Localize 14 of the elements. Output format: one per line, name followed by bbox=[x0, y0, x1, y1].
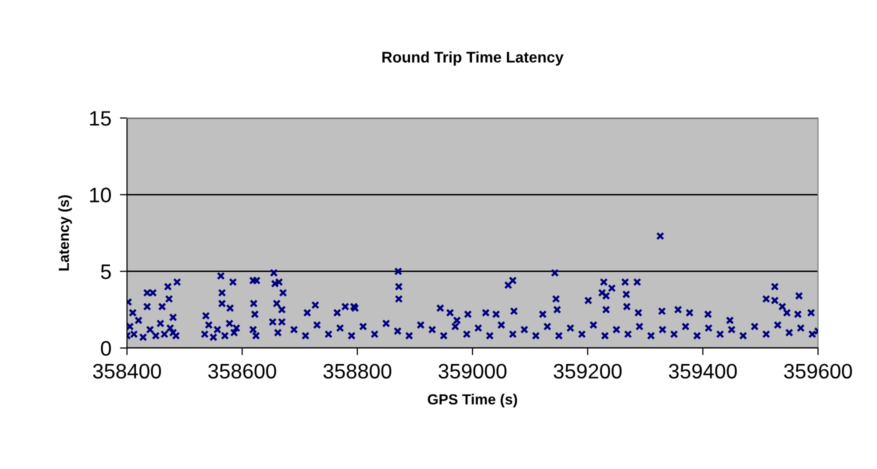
x-tick-label: 358800 bbox=[323, 364, 392, 379]
x-tick-label: 358600 bbox=[208, 364, 276, 379]
x-tick-label: 359000 bbox=[438, 364, 506, 379]
chart-title: Round Trip Time Latency bbox=[382, 51, 564, 66]
y-tick-label: 15 bbox=[90, 111, 111, 126]
y-tick-label: 5 bbox=[100, 264, 111, 280]
x-tick-label: 359600 bbox=[784, 364, 852, 379]
y-tick-label: 10 bbox=[90, 188, 111, 202]
x-tick-label: 358400 bbox=[93, 364, 161, 379]
x-tick-label: 359400 bbox=[668, 364, 737, 379]
x-tick-label: 359200 bbox=[554, 364, 622, 379]
y-axis-title: Latency (s) bbox=[58, 195, 72, 271]
x-axis-title: GPS Time (s) bbox=[428, 394, 518, 408]
y-tick-label: 0 bbox=[100, 341, 111, 356]
